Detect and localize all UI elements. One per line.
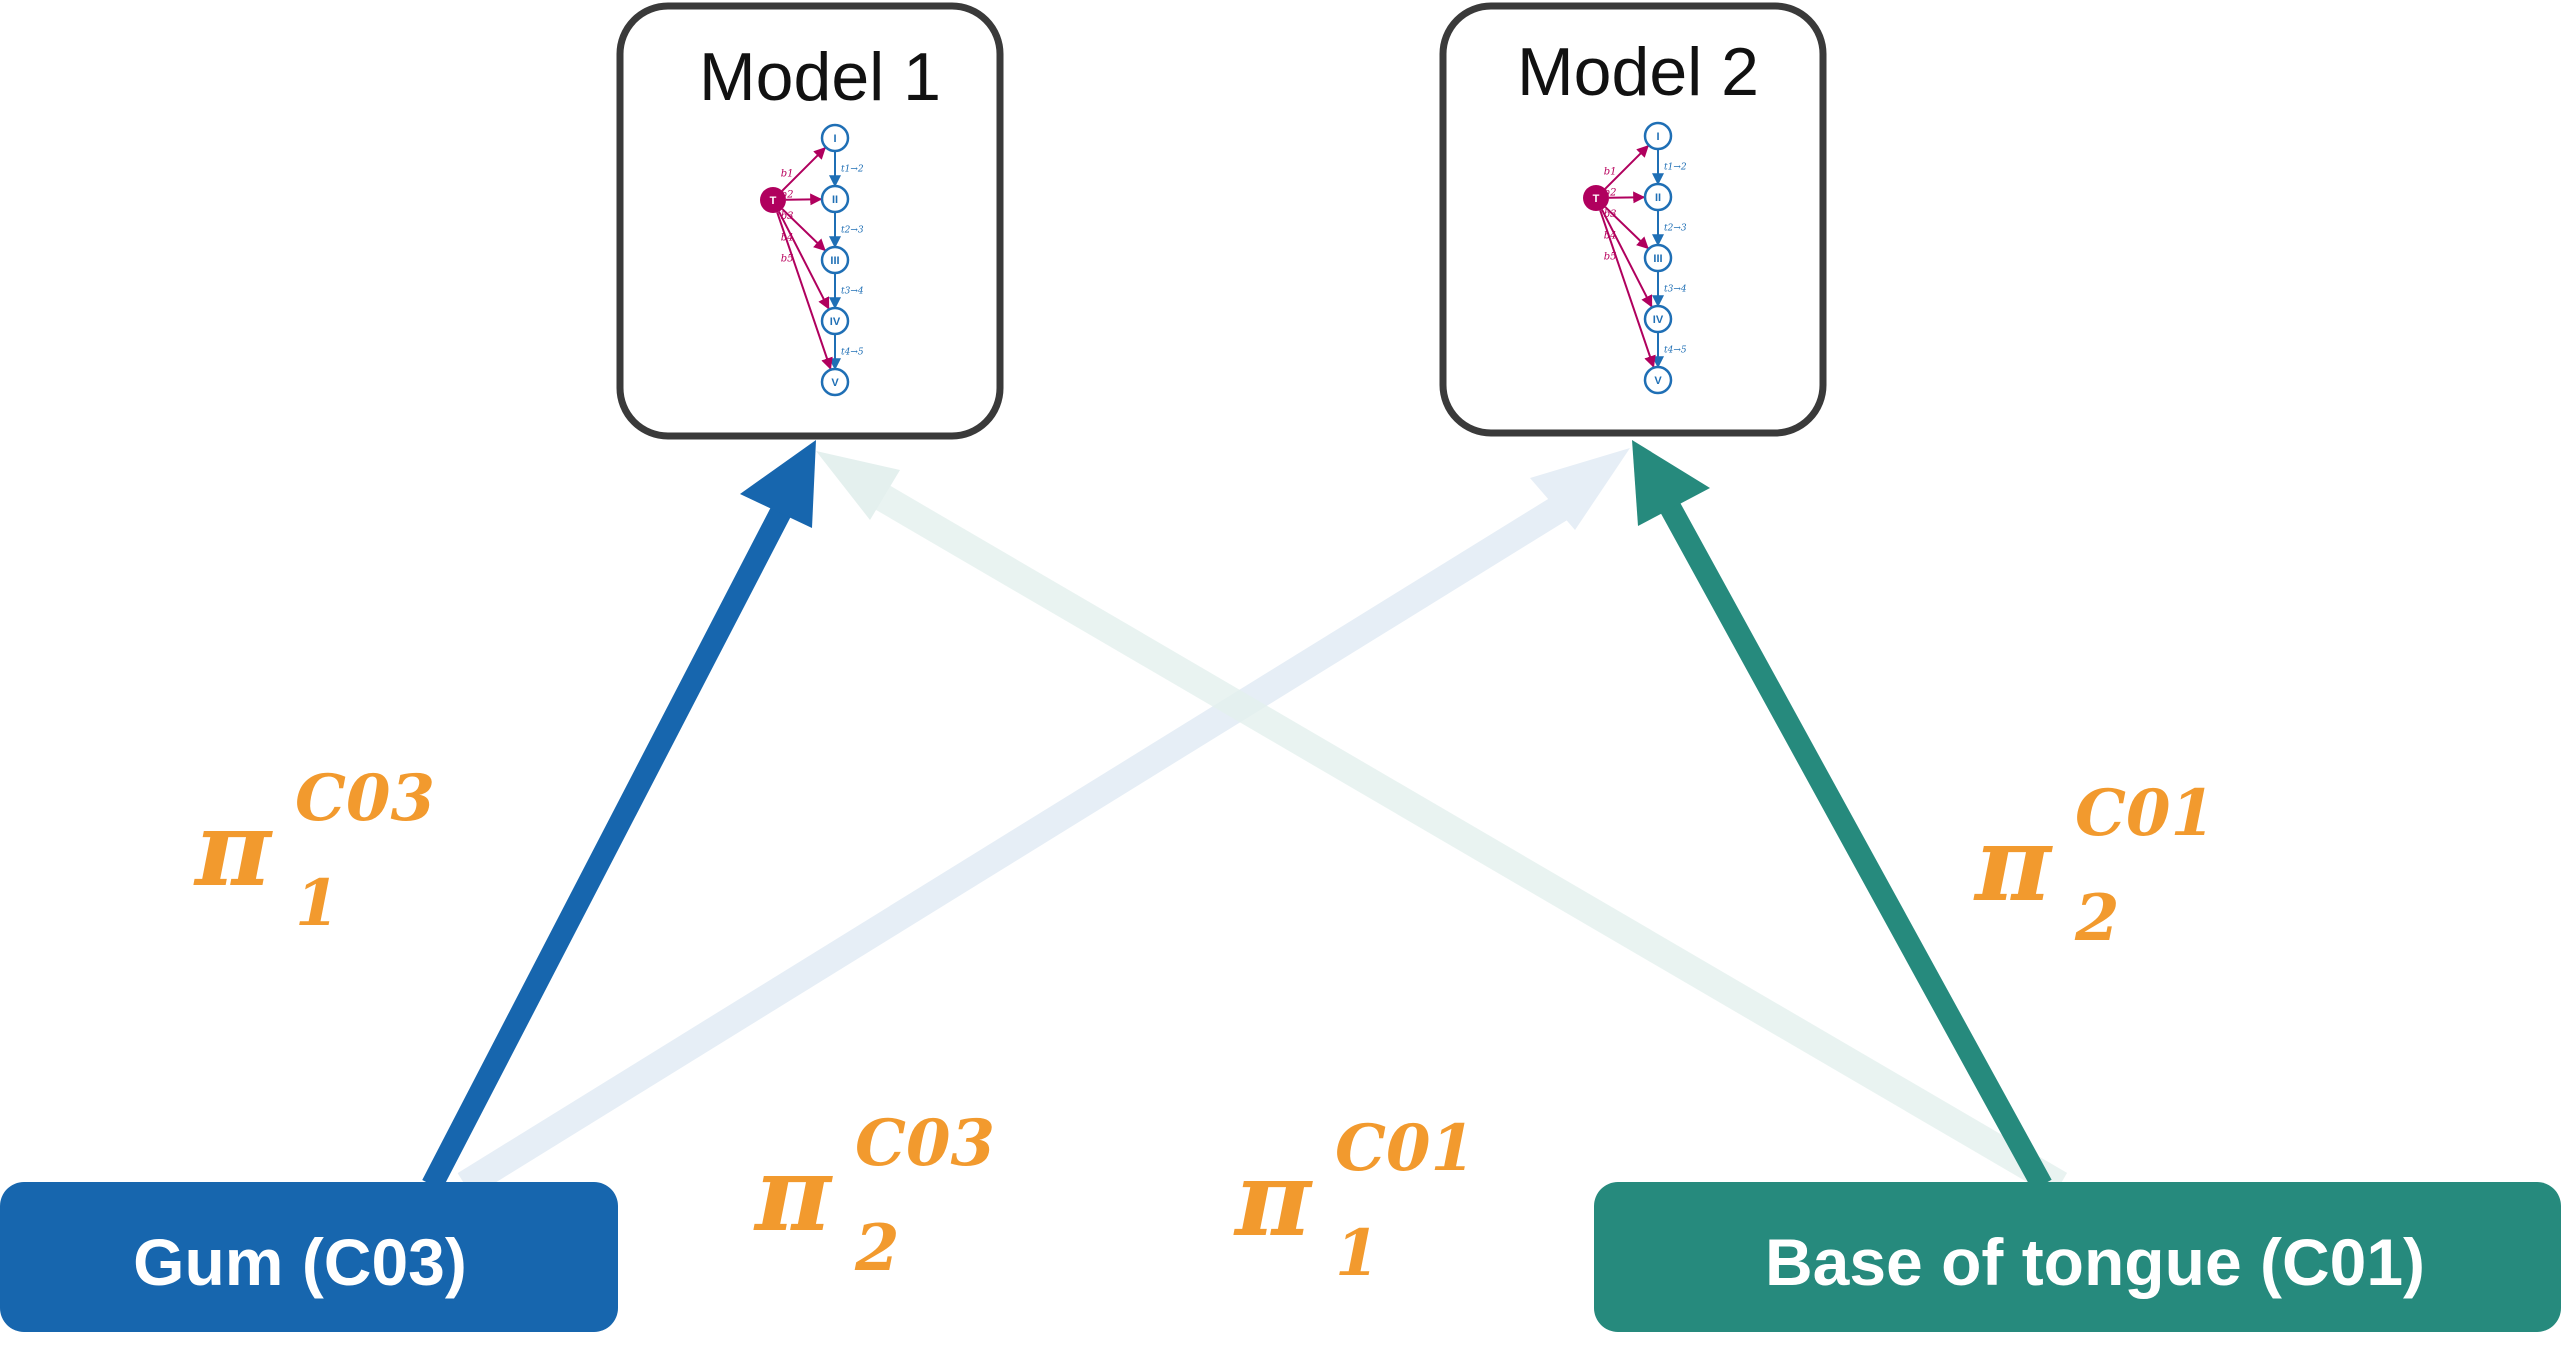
mini-transition-label: t4→5 xyxy=(1664,346,1687,356)
mini-state-label: II xyxy=(1655,192,1661,204)
mini-state-label: V xyxy=(831,377,839,389)
model-box-2: Model 2 t1→2t2→3t3→4t4→5b1b2b3b4b5IIIIII… xyxy=(1439,2,1827,437)
svg-text:C01: C01 xyxy=(2075,776,2215,851)
mini-transition-label: t3→4 xyxy=(841,287,864,297)
svg-text:2: 2 xyxy=(2074,881,2120,956)
svg-text:C03: C03 xyxy=(855,1106,995,1181)
arrow-tongue-to-model2 xyxy=(1632,440,2052,1191)
mini-spread-arrow xyxy=(778,211,830,310)
mini-spread-arrow xyxy=(1599,209,1656,368)
arrow-gum-to-model2 xyxy=(457,448,1630,1197)
svg-text:1: 1 xyxy=(295,866,340,941)
mini-spread-arrow xyxy=(1604,206,1649,250)
mini-state-node xyxy=(820,245,850,275)
mini-spread-arrow xyxy=(785,193,823,206)
mini-spread-label: b1 xyxy=(781,168,794,179)
mini-tumor-node xyxy=(1583,185,1609,211)
svg-text:C01: C01 xyxy=(1335,1111,1475,1186)
mini-spread-arrow xyxy=(1608,191,1646,204)
arrow-gum-to-model1 xyxy=(422,440,816,1191)
mini-state-node xyxy=(820,367,850,397)
mini-state-node xyxy=(1643,243,1673,273)
mini-state-label: II xyxy=(832,194,838,206)
arrow-tongue-to-model1 xyxy=(816,451,2068,1198)
mini-spread-label: b4 xyxy=(781,232,794,243)
mini-state-label: V xyxy=(1654,375,1662,387)
mini-transition-label: t1→2 xyxy=(841,165,864,175)
svg-text:π: π xyxy=(1233,1137,1313,1260)
mini-state-label: III xyxy=(830,255,839,267)
svg-text:π: π xyxy=(753,1132,833,1255)
mini-transition-label: t2→3 xyxy=(1664,224,1687,234)
mini-state-node xyxy=(1643,121,1673,151)
mini-state-label: IV xyxy=(1653,314,1664,326)
mini-transition-label: t1→2 xyxy=(1664,163,1687,173)
mini-spread-label: b5 xyxy=(781,254,794,265)
mini-tumor-node xyxy=(760,187,786,213)
svg-text:π: π xyxy=(1973,802,2053,925)
model-title-1: Model 1 xyxy=(699,39,941,115)
svg-text:π: π xyxy=(193,787,273,910)
mini-tumor-label: T xyxy=(1593,193,1600,205)
mini-spread-arrow xyxy=(781,147,826,192)
mini-state-label: I xyxy=(833,133,836,145)
source-label-gum: Gum (C03) xyxy=(133,1225,467,1299)
weight-pi1-C01: π C01 1 xyxy=(1233,1111,1475,1291)
source-label-tongue: Base of tongue (C01) xyxy=(1765,1225,2425,1299)
mini-spread-arrow xyxy=(776,211,833,370)
mini-spread-label: b3 xyxy=(1604,209,1617,220)
weight-pi2-C01: π C01 2 xyxy=(1973,776,2215,956)
mini-state-node xyxy=(820,184,850,214)
mini-state-label: III xyxy=(1653,253,1662,265)
weight-pi1-C03: π C03 1 xyxy=(193,761,435,941)
source-box-tongue: Base of tongue (C01) xyxy=(1594,1182,2561,1332)
mini-state-node xyxy=(820,306,850,336)
mini-transition-label: t2→3 xyxy=(841,226,864,236)
svg-text:1: 1 xyxy=(1335,1216,1380,1291)
mini-tumor-label: T xyxy=(770,195,777,207)
mini-state-node xyxy=(1643,365,1673,395)
mini-spread-arrow xyxy=(1601,209,1653,308)
mini-spread-label: b4 xyxy=(1604,230,1617,241)
model-title-2: Model 2 xyxy=(1517,34,1759,110)
mini-state-node xyxy=(1643,304,1673,334)
mini-transition-label: t4→5 xyxy=(841,348,864,358)
svg-text:2: 2 xyxy=(854,1211,900,1286)
mini-spread-label: b2 xyxy=(1604,188,1617,199)
mini-spread-label: b5 xyxy=(1604,252,1617,263)
weight-pi2-C03: π C03 2 xyxy=(753,1106,995,1286)
mini-transition-label: t3→4 xyxy=(1664,285,1687,295)
mini-spread-arrow xyxy=(781,208,826,252)
svg-text:C03: C03 xyxy=(295,761,435,836)
model-box-1: Model 1 t1→2t2→3t3→4t4→5b1b2b3b4b5IIIIII… xyxy=(616,2,1004,440)
mini-state-node xyxy=(820,123,850,153)
mini-state-label: I xyxy=(1656,131,1659,143)
mini-state-label: IV xyxy=(830,316,841,328)
mini-spread-arrow xyxy=(1604,145,1649,190)
source-box-gum: Gum (C03) xyxy=(0,1182,618,1332)
mini-spread-label: b3 xyxy=(781,211,794,222)
mini-spread-label: b2 xyxy=(781,190,794,201)
mini-state-node xyxy=(1643,182,1673,212)
mini-spread-label: b1 xyxy=(1604,166,1617,177)
